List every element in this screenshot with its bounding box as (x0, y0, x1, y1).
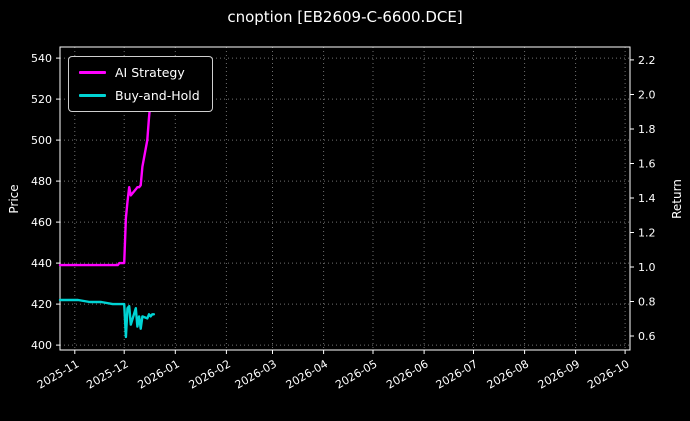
price-tick-label: 440 (31, 257, 52, 270)
plot-frame (59, 46, 631, 351)
price-tick-label: 520 (31, 93, 52, 106)
series-line-buy-and-hold (58, 298, 156, 339)
x-tick-label: 2026-02 (187, 357, 233, 391)
chart-title: cnoption [EB2609-C-6600.DCE] (227, 8, 463, 26)
price-tick-label: 540 (31, 52, 52, 65)
x-tick-label: 2026-01 (135, 357, 181, 391)
return-tick-label: 2.0 (638, 89, 656, 102)
price-tick-label: 420 (31, 298, 52, 311)
ai-strategy-line-swatch (79, 71, 106, 74)
price-tick-label: 400 (31, 339, 52, 352)
return-tick-label: 0.6 (638, 330, 656, 343)
return-tick-label: 1.0 (638, 261, 656, 274)
x-tick-label: 2026-06 (384, 357, 430, 391)
return-tick-label: 0.8 (638, 296, 656, 309)
x-tick-label: 2026-03 (233, 357, 279, 391)
legend-entry-ai-strategy: AI Strategy (79, 65, 200, 80)
x-tick-label: 2025-12 (84, 357, 130, 391)
x-tick-label: 2026-04 (284, 357, 330, 391)
legend-label-buy-and-hold: Buy-and-Hold (115, 88, 200, 103)
return-tick-label: 1.2 (638, 227, 656, 240)
x-tick-label: 2026-08 (485, 357, 531, 391)
return-tick-label: 1.6 (638, 158, 656, 171)
x-tick-label: 2026-07 (434, 357, 480, 391)
return-tick-label: 1.8 (638, 123, 656, 136)
legend-label-ai-strategy: AI Strategy (115, 65, 185, 80)
return-tick-label: 1.4 (638, 192, 656, 205)
price-tick-label: 480 (31, 175, 52, 188)
price-tick-label: 500 (31, 134, 52, 147)
x-tick-label: 2026-05 (333, 357, 379, 391)
series-line-ai-strategy (58, 95, 156, 267)
legend: AI Strategy Buy-and-Hold (68, 56, 213, 112)
x-tick-label: 2025-11 (35, 357, 81, 391)
buy-and-hold-line-swatch (79, 94, 106, 97)
legend-entry-buy-and-hold: Buy-and-Hold (79, 88, 200, 103)
return-tick-label: 2.2 (638, 54, 656, 67)
x-tick-label: 2026-09 (536, 357, 582, 391)
price-tick-label: 460 (31, 216, 52, 229)
x-tick-label: 2026-10 (585, 357, 631, 391)
